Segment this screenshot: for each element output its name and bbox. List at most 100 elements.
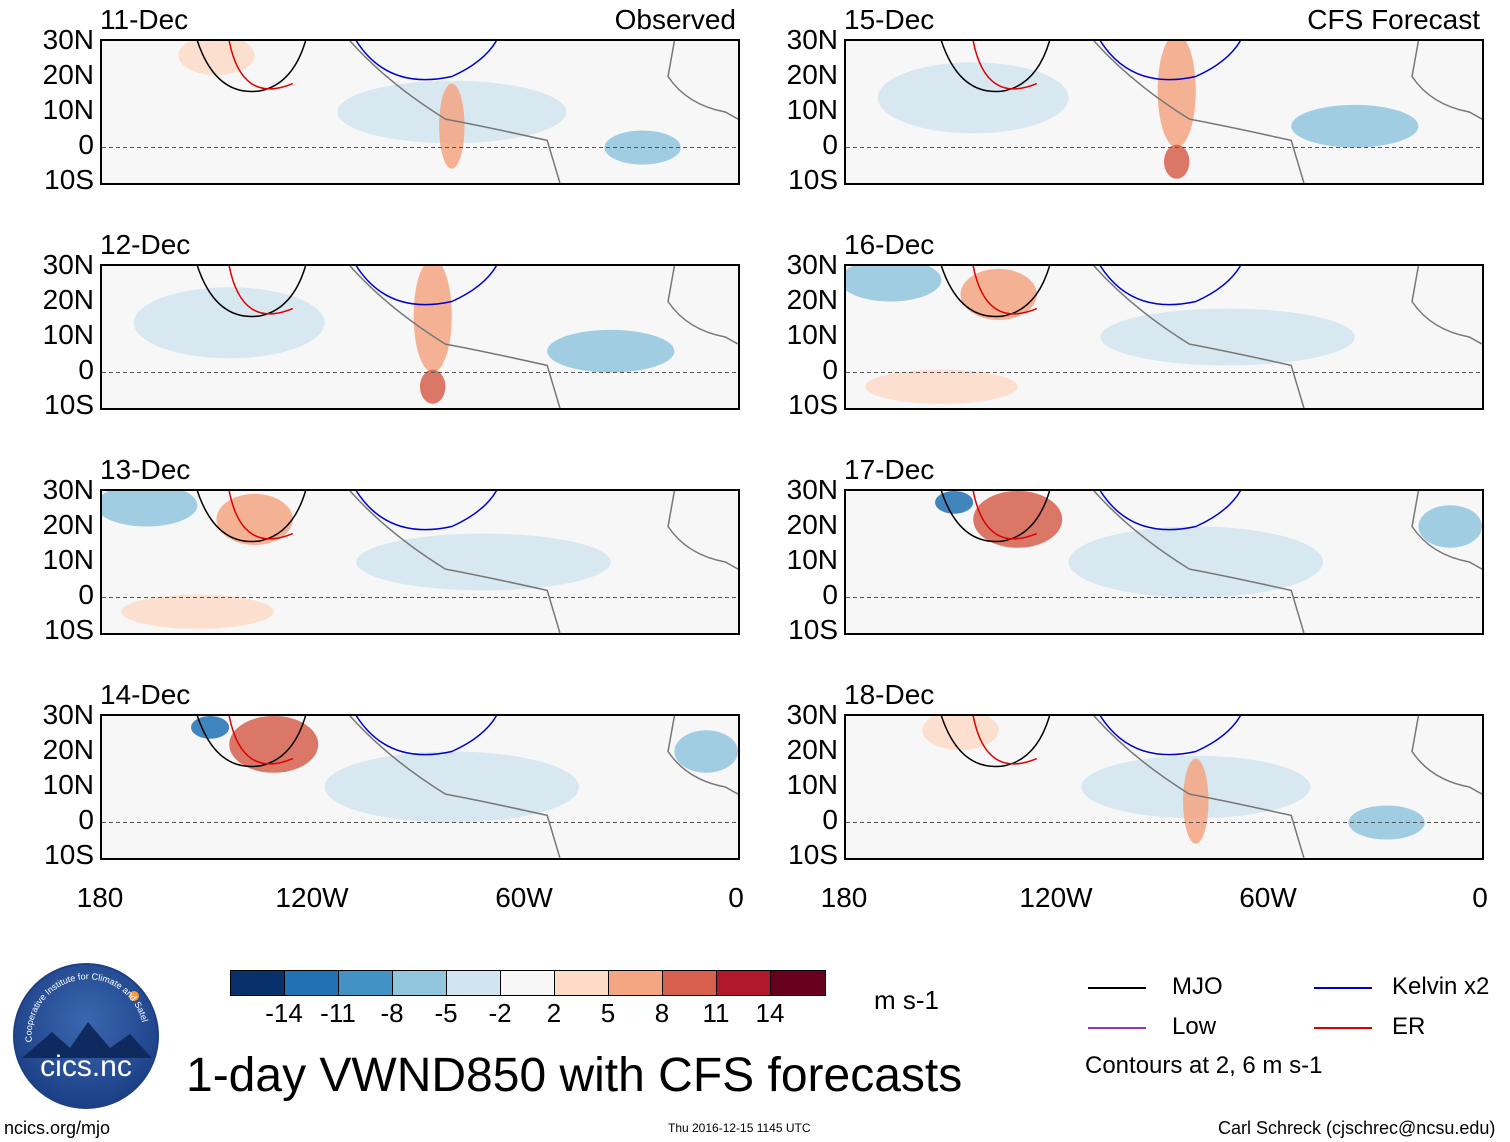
left-panel-1-anomaly-3	[547, 329, 675, 373]
right-panel-1-lat-label: 20N	[786, 284, 838, 315]
left-panel-2-kelvin-contour	[355, 491, 497, 531]
kelvin-legend-line	[1314, 987, 1372, 989]
right-panel-0-lat-label: 30N	[786, 24, 838, 55]
left-panel-0-kelvin-contour	[355, 41, 497, 81]
left-panel-3-date: 14-Dec	[100, 679, 191, 710]
left-panel-1-lat-label: 0	[78, 354, 94, 385]
page-title: 1-day VWND850 with CFS forecasts	[186, 1049, 963, 1102]
left-panel-1-lat-label: 20N	[42, 284, 94, 315]
left-panel-0-anomaly-2	[439, 83, 465, 169]
right-panel-1-anomaly-2	[1100, 308, 1355, 366]
right-panel-3-anomaly-2	[1183, 758, 1209, 844]
right-panel-0-anomaly-1	[1164, 144, 1190, 179]
left-panel-2-lat-label: 30N	[42, 474, 94, 505]
right-panel-2-lat-label: 10S	[788, 614, 838, 645]
right-panel-0-mjo-contour	[940, 41, 1051, 93]
right-panel-0-lat-label: 0	[822, 129, 838, 160]
footer-author: Carl Schreck (cjschrec@ncsu.edu)	[1218, 1118, 1496, 1138]
right-panel-1-field	[846, 266, 1482, 408]
left-panel-1-map	[100, 264, 740, 410]
right-panel-1-lat-label: 0	[822, 354, 838, 385]
left-lon-label: 180	[76, 882, 124, 913]
right-lon-label: 120W	[1019, 882, 1093, 913]
left-panel-2-lat-label: 0	[78, 579, 94, 610]
right-panel-2-anomaly-1	[935, 491, 974, 514]
left-panel-1-kelvin-contour	[355, 266, 497, 306]
colorbar-swatch	[609, 971, 663, 995]
left-lon-label: 120W	[275, 882, 349, 913]
left-panel-1-anomaly-2	[133, 287, 325, 359]
left-panel-2-map	[100, 489, 740, 635]
right-panel-1-lat-label: 30N	[786, 249, 838, 280]
colorbar-tick-label: 11	[702, 998, 730, 1028]
left-panel-3-lat-label: 20N	[42, 734, 94, 765]
mjo-legend-line	[1088, 987, 1146, 989]
right-panel-0-anomaly-2	[877, 62, 1069, 134]
left-panel-0-coastline	[349, 41, 561, 183]
right-panel-1-date: 16-Dec	[844, 229, 935, 260]
er-legend-line	[1314, 1027, 1372, 1029]
colorbar	[230, 970, 826, 996]
right-panel-0-lat-label: 20N	[786, 59, 838, 90]
left-panel-1-coastline	[349, 266, 561, 408]
left-panel-1-africa-coast	[667, 266, 738, 345]
right-panel-0-lat-label: 10N	[786, 94, 838, 125]
left-panel-1-field	[102, 266, 738, 408]
left-panel-2-lat-label: 10N	[42, 544, 94, 575]
right-panel-0-tag: CFS Forecast	[1307, 4, 1480, 35]
colorbar-tick-label: 2	[546, 998, 562, 1028]
right-panel-1-kelvin-contour	[1099, 266, 1241, 306]
left-panel-1-lat-label: 10S	[44, 389, 94, 420]
right-panel-3-lat-label: 0	[822, 804, 838, 835]
left-panel-3-anomaly-2	[324, 751, 579, 823]
right-panel-1-mjo-contour	[940, 266, 1051, 318]
right-panel-1-lat-label: 10N	[786, 319, 838, 350]
left-panel-0-lat-label: 20N	[42, 59, 94, 90]
left-panel-1-lat-label: 10N	[42, 319, 94, 350]
colorbar-tick-label: 14	[755, 998, 785, 1028]
colorbar-swatch	[393, 971, 447, 995]
left-panel-1-er-contour	[228, 266, 294, 315]
left-panel-2-anomaly-2	[356, 533, 611, 591]
left-panel-3-lat-label: 10S	[44, 839, 94, 870]
left-panel-2-anomaly-3	[121, 594, 274, 629]
left-panel-3-mjo-contour	[196, 716, 307, 768]
right-panel-0-anomaly-0	[1157, 41, 1196, 148]
left-panel-2-er-contour	[228, 491, 294, 540]
right-panel-2-date: 17-Dec	[844, 454, 935, 485]
colorbar-swatch	[501, 971, 555, 995]
left-panel-0-er-contour	[228, 41, 294, 90]
legend-low: Low	[1172, 1013, 1217, 1040]
colorbar-tick-label: -14	[265, 998, 303, 1028]
right-panel-2-lat-label: 30N	[786, 474, 838, 505]
right-panel-1-anomaly-0	[846, 266, 942, 302]
right-panel-1-map	[844, 264, 1484, 410]
left-panel-0-map	[100, 39, 740, 185]
right-panel-3-field	[846, 716, 1482, 858]
legend-er: ER	[1392, 1013, 1426, 1040]
colorbar-tick-label: 8	[654, 998, 670, 1028]
right-lon-label: 180	[820, 882, 868, 913]
right-panel-0-kelvin-contour	[1099, 41, 1241, 81]
left-panel-3-kelvin-contour	[355, 716, 497, 756]
left-panel-2-anomaly-1	[216, 493, 293, 545]
left-panel-0-lat-label: 0	[78, 129, 94, 160]
left-panel-2-field	[102, 491, 738, 633]
right-panel-0-lat-label: 10S	[788, 164, 838, 195]
right-lon-label: 0	[1472, 882, 1488, 913]
right-panel-0-map	[844, 39, 1484, 185]
right-panel-3-date: 18-Dec	[844, 679, 935, 710]
colorbar-swatch	[231, 971, 285, 995]
right-panel-1-anomaly-1	[960, 268, 1037, 320]
footer-left: ncics.org/mjo	[4, 1118, 111, 1138]
right-panel-1-lat-label: 10S	[788, 389, 838, 420]
right-panel-2-africa-coast	[1411, 491, 1482, 570]
right-panel-3-lat-label: 20N	[786, 734, 838, 765]
right-panel-3-coastline	[1093, 716, 1305, 858]
colorbar-tick-label: -2	[488, 998, 512, 1028]
right-lon-label: 60W	[1239, 882, 1297, 913]
left-panel-3-anomaly-1	[191, 716, 230, 739]
right-panel-3-map	[844, 714, 1484, 860]
right-panel-0-coastline	[1093, 41, 1305, 183]
left-lon-label: 0	[728, 882, 744, 913]
